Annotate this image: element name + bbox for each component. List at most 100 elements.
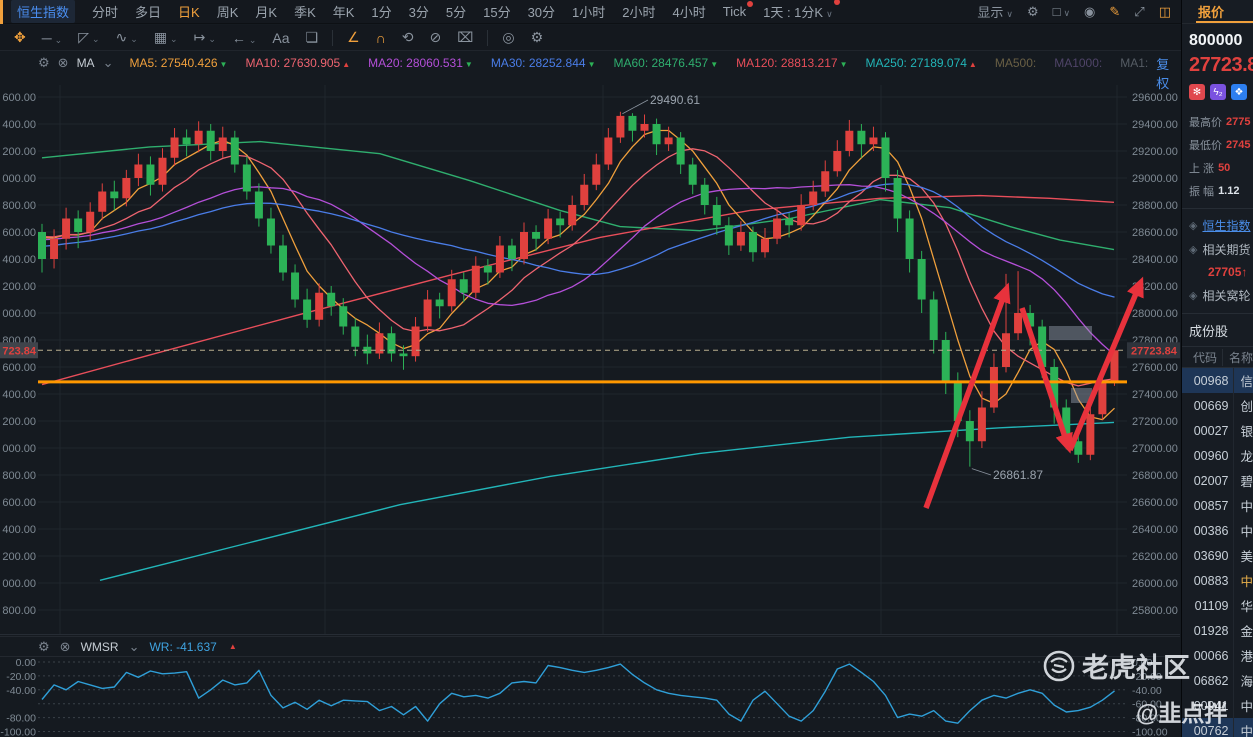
svg-text:000.00: 000.00: [2, 308, 36, 320]
stock-row-00941[interactable]: 00941 中: [1182, 693, 1253, 718]
measure-tool[interactable]: ↦ ⌄: [193, 29, 216, 45]
ma-value-MA10[interactable]: MA10: 27630.905 ▲: [245, 56, 351, 70]
comment-tool[interactable]: ❏: [305, 29, 319, 45]
ma-group-label[interactable]: MA: [76, 56, 95, 70]
stock-row-00968[interactable]: 00968 信: [1182, 368, 1253, 393]
timeframe-1分[interactable]: 1分: [371, 5, 392, 20]
move-tool[interactable]: ✥: [14, 29, 26, 45]
wmsr-settings-icon[interactable]: ⚙: [38, 638, 50, 654]
futures-price: 27705↑: [1208, 265, 1248, 279]
ma-value-MA250[interactable]: MA250: 27189.074 ▲: [865, 56, 977, 70]
ma-value-MA30[interactable]: MA30: 28252.844 ▼: [490, 56, 596, 70]
svg-text:28800.00: 28800.00: [1132, 200, 1178, 212]
timeframe-多日[interactable]: 多日: [135, 5, 162, 20]
display-menu[interactable]: 显示 ∨: [977, 5, 1013, 20]
col-header-name: 名称: [1221, 348, 1253, 366]
active-tab-accent: [0, 0, 3, 24]
wmsr-dropdown-icon[interactable]: ⌄: [128, 638, 140, 654]
svg-text:600.00: 600.00: [2, 227, 36, 239]
ma-value-MA60[interactable]: MA60: 28476.457 ▼: [613, 56, 719, 70]
text-tool[interactable]: Aa: [272, 29, 290, 46]
stock-row-00066[interactable]: 00066 港: [1182, 643, 1253, 668]
ma-dropdown-icon[interactable]: ⌄: [102, 55, 114, 70]
timeframe-日K[interactable]: 日K: [178, 5, 200, 20]
timeframe-季K[interactable]: 季K: [294, 5, 316, 20]
wmsr-close-icon[interactable]: ⊗: [59, 638, 71, 654]
settings-icon[interactable]: ⚙: [1026, 3, 1039, 19]
timeframe-15分[interactable]: 15分: [483, 5, 511, 20]
ma-value-MA5[interactable]: MA5: 27540.426 ▼: [129, 56, 228, 70]
delete-tool[interactable]: ⌧: [457, 29, 474, 45]
quote-info-row: 振 幅 1.12: [1189, 184, 1240, 198]
svg-text:0.00: 0.00: [16, 657, 37, 669]
quote-info-row: 上 涨 50: [1189, 161, 1231, 175]
timeframe-恒生指数[interactable]: 恒生指数: [11, 0, 76, 23]
hide-drawings-tool[interactable]: ⊘: [429, 29, 442, 45]
timeframe-1小时[interactable]: 1小时: [572, 5, 606, 20]
svg-text:600.00: 600.00: [2, 497, 36, 509]
stock-row-00669[interactable]: 00669 创: [1182, 393, 1253, 418]
svg-text:800.00: 800.00: [2, 470, 36, 482]
stock-row-00883[interactable]: 00883 中: [1182, 568, 1253, 593]
svg-text:0.00: 0.00: [1132, 657, 1153, 669]
timeframe-分时[interactable]: 分时: [92, 5, 119, 20]
timeframe-年K[interactable]: 年K: [332, 5, 355, 20]
stock-row-00857[interactable]: 00857 中: [1182, 493, 1253, 518]
stock-row-01928[interactable]: 01928 金: [1182, 618, 1253, 643]
ma-value-MA120[interactable]: MA120: 28813.217 ▼: [736, 56, 848, 70]
layout-select-icon[interactable]: □ ∨: [1052, 4, 1071, 19]
trend-tool[interactable]: ◸ ⌄: [78, 29, 100, 45]
fullscreen-icon[interactable]: ⤢: [1134, 3, 1145, 19]
timeframe-1天 : 1分K[interactable]: 1天 : 1分K ∨: [763, 0, 840, 21]
chart-settings-tool[interactable]: ⚙: [530, 29, 544, 45]
drawing-toolbar: ✥ ─ ⌄ ◸ ⌄ ∿ ⌄ ▦ ⌄ ↦ ⌄ ← ⌄ Aa ❏ ∠ ∩ ⟲ ⊘ ⌧ ◎ ⚙: [0, 25, 1181, 51]
stock-row-03690[interactable]: 03690 美: [1182, 543, 1253, 568]
svg-text:600.00: 600.00: [2, 362, 36, 374]
magnet-tool[interactable]: ∩: [375, 29, 386, 46]
stock-row-01109[interactable]: 01109 华: [1182, 593, 1253, 618]
panel-toggle-icon[interactable]: ◫: [1158, 3, 1171, 19]
wave-tool[interactable]: ∿ ⌄: [115, 29, 138, 45]
ma-settings-icon[interactable]: ⚙: [38, 55, 50, 70]
svg-text:26200.00: 26200.00: [1132, 551, 1178, 563]
related-link-相关期货[interactable]: ◈ 相关期货: [1189, 242, 1251, 257]
stock-row-06862[interactable]: 06862 海: [1182, 668, 1253, 693]
ma-value-MA1[interactable]: MA1:: [1120, 56, 1149, 70]
tab-quote[interactable]: 报价: [1198, 5, 1225, 20]
angle-tool[interactable]: ∠: [347, 29, 360, 45]
svg-text:27000.00: 27000.00: [1132, 443, 1178, 455]
stock-row-02007[interactable]: 02007 碧: [1182, 468, 1253, 493]
symbol-code: 800000: [1189, 32, 1243, 49]
compare-tool[interactable]: ◎: [502, 29, 515, 45]
stock-row-00960[interactable]: 00960 龙: [1182, 443, 1253, 468]
timeframe-4小时[interactable]: 4小时: [672, 5, 706, 20]
ma-value-MA1000[interactable]: MA1000:: [1054, 56, 1103, 70]
stock-row-00027[interactable]: 00027 银: [1182, 418, 1253, 443]
refresh-tool[interactable]: ⟲: [401, 29, 414, 45]
timeframe-Tick[interactable]: Tick: [723, 1, 754, 19]
timeframe-5分[interactable]: 5分: [445, 5, 467, 20]
ma-value-MA20[interactable]: MA20: 28060.531 ▼: [368, 56, 473, 70]
arrow-tool[interactable]: ← ⌄: [231, 29, 257, 46]
timeframe-30分[interactable]: 30分: [527, 5, 556, 20]
pattern-tool[interactable]: ▦ ⌄: [153, 29, 178, 45]
ma-value-MA500[interactable]: MA500:: [994, 56, 1037, 70]
stock-row-00386[interactable]: 00386 中: [1182, 518, 1253, 543]
notification-dot: [833, 0, 840, 5]
line-tool[interactable]: ─ ⌄: [41, 29, 63, 46]
svg-text:-80.00: -80.00: [6, 713, 36, 725]
last-price: 27723.84: [1189, 54, 1253, 76]
ma-close-icon[interactable]: ⊗: [57, 55, 69, 70]
related-link-相关窝轮[interactable]: ◈ 相关窝轮: [1189, 288, 1251, 303]
timeframe-3分[interactable]: 3分: [408, 5, 429, 20]
timeframe-周K[interactable]: 周K: [216, 5, 239, 20]
timeframe-月K[interactable]: 月K: [255, 5, 278, 20]
screenshot-icon[interactable]: ◉: [1084, 3, 1096, 19]
draw-pencil-icon[interactable]: ✎: [1109, 3, 1121, 19]
wmsr-label[interactable]: WMSR: [80, 639, 119, 654]
related-link-恒生指数[interactable]: ◈ 恒生指数: [1189, 218, 1251, 233]
svg-text:27400.00: 27400.00: [1132, 389, 1178, 401]
timeframe-2小时[interactable]: 2小时: [622, 5, 656, 20]
stock-row-00762[interactable]: 00762 中: [1182, 718, 1253, 737]
